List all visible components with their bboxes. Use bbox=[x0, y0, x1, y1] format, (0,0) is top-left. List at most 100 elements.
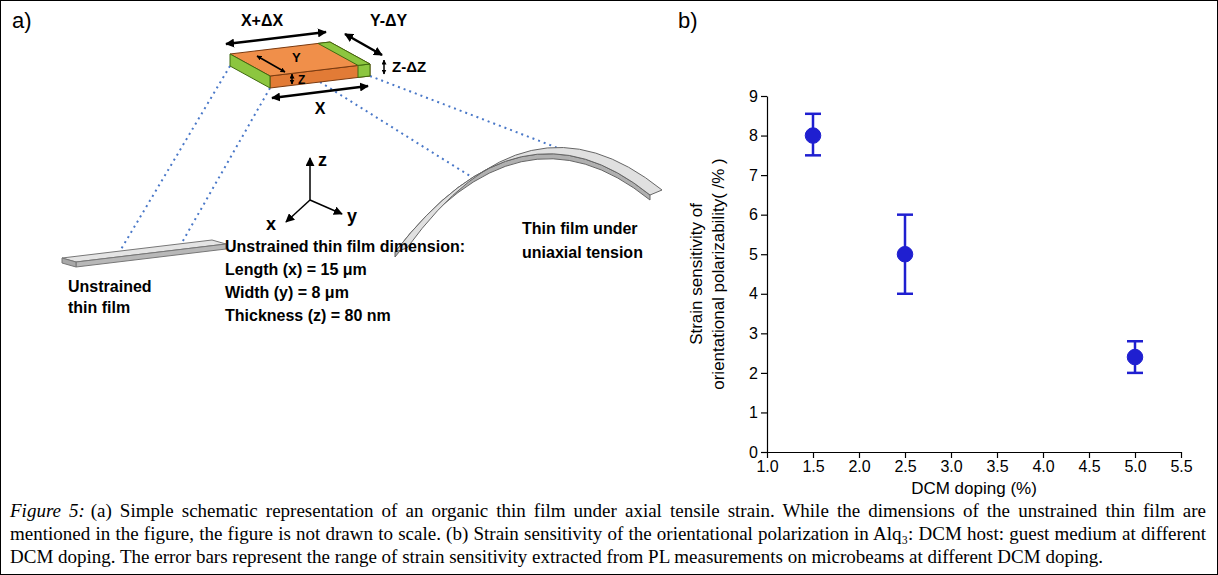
axis-letter: x bbox=[266, 214, 276, 234]
tick-label: 6 bbox=[749, 206, 758, 223]
dimension-arrow bbox=[226, 32, 326, 44]
tick-mark bbox=[1181, 452, 1182, 458]
tick-label: 2.5 bbox=[894, 458, 916, 475]
error-bar bbox=[805, 114, 821, 156]
caption-text: (a) Simple schematic representation of a… bbox=[10, 500, 1206, 567]
tick-mark bbox=[859, 452, 860, 458]
dimension-line: Thickness (z) = 80 nm bbox=[225, 307, 391, 324]
dimension-label: Z bbox=[298, 73, 305, 87]
x-axis-title: DCM doping (%) bbox=[911, 479, 1037, 498]
tick-label: 1.5 bbox=[802, 458, 824, 475]
tick-label: 3.0 bbox=[940, 458, 962, 475]
tick-label: 0 bbox=[749, 444, 758, 461]
tick: 3.5 bbox=[986, 452, 1008, 475]
tick-mark bbox=[761, 96, 767, 97]
box-end-right-top bbox=[318, 42, 370, 65]
y-axis-title: orientational polarizability( /% ) bbox=[709, 158, 728, 390]
tick-mark bbox=[761, 294, 767, 295]
tick: 1.0 bbox=[756, 452, 778, 475]
axis-line bbox=[767, 97, 768, 453]
plot-marks bbox=[805, 114, 1143, 373]
dimension-title: Unstrained thin film dimension: bbox=[225, 238, 465, 255]
panel-label: a) bbox=[12, 8, 32, 33]
tick: 6 bbox=[749, 206, 767, 223]
tick: 7 bbox=[749, 167, 767, 184]
dimension-arrow bbox=[345, 34, 382, 55]
error-bar bbox=[1127, 341, 1143, 373]
axis-line bbox=[768, 452, 1182, 453]
tick-label: 7 bbox=[749, 167, 758, 184]
axis-letter: y bbox=[347, 206, 357, 226]
error-bar-cap bbox=[897, 213, 913, 216]
error-bar-cap bbox=[805, 113, 821, 116]
dimension-label: Z-ΔZ bbox=[392, 58, 426, 75]
dimension-line: Width (y) = 8 μm bbox=[225, 284, 349, 301]
tick-label: 2 bbox=[749, 365, 758, 382]
tick-mark bbox=[997, 452, 998, 458]
y-axis-title: Strain sensitivity of bbox=[687, 203, 706, 345]
tick: 2.0 bbox=[848, 452, 870, 475]
tick-label: 5.0 bbox=[1124, 458, 1146, 475]
tick-label: 1.0 bbox=[756, 458, 778, 475]
tick: 4 bbox=[749, 285, 767, 302]
tick-mark bbox=[905, 452, 906, 458]
figure-frame bbox=[1, 1, 1218, 575]
tick-mark bbox=[1043, 452, 1044, 458]
projection-line bbox=[120, 66, 230, 251]
tick-label: 2.0 bbox=[848, 458, 870, 475]
caption: Figure 5:(a) Simple schematic representa… bbox=[10, 500, 1206, 568]
tick: 8 bbox=[749, 127, 767, 144]
tick-mark bbox=[761, 215, 767, 216]
strained-film-top bbox=[395, 147, 662, 252]
panel-b: 1.01.52.02.53.03.54.04.55.05.50123456789… bbox=[678, 8, 1193, 498]
box-end-left bbox=[230, 54, 270, 88]
tick: 2 bbox=[749, 365, 767, 382]
data-point bbox=[805, 128, 821, 144]
tick-label: 4 bbox=[749, 285, 758, 302]
tick-mark bbox=[761, 135, 767, 136]
tick: 3.0 bbox=[940, 452, 962, 475]
x-axis: 1.01.52.02.53.03.54.04.55.05.5 bbox=[756, 452, 1192, 475]
tick-mark bbox=[761, 254, 767, 255]
tick-mark bbox=[813, 452, 814, 458]
tick-mark bbox=[761, 175, 767, 176]
tick-label: 3.5 bbox=[986, 458, 1008, 475]
tick-mark bbox=[767, 452, 768, 458]
dimension-arrow bbox=[291, 74, 293, 84]
caption-label: Figure 5: bbox=[10, 500, 85, 521]
dimension-arrow bbox=[272, 86, 368, 98]
tick-label: 4.5 bbox=[1078, 458, 1100, 475]
film-label: Unstrained bbox=[68, 278, 152, 295]
data-point bbox=[1127, 349, 1143, 365]
dimension-label: Y-ΔY bbox=[370, 12, 408, 29]
unstrained-film-end bbox=[62, 258, 76, 267]
box-end-right-front bbox=[358, 64, 370, 77]
dimension-arrow bbox=[257, 56, 285, 72]
tick: 9 bbox=[749, 88, 767, 105]
unstrained-film-side bbox=[76, 244, 226, 267]
tick: 4.5 bbox=[1078, 452, 1100, 475]
tick-label: 9 bbox=[749, 88, 758, 105]
tick: 5.5 bbox=[1170, 452, 1192, 475]
tick-label: 1 bbox=[749, 404, 758, 421]
tick-mark bbox=[951, 452, 952, 458]
tick: 1 bbox=[749, 404, 767, 421]
tick-label: 8 bbox=[749, 127, 758, 144]
axis-letter: z bbox=[318, 150, 327, 170]
tick-mark bbox=[1089, 452, 1090, 458]
tick-mark bbox=[761, 412, 767, 413]
axis-arrow bbox=[310, 200, 342, 214]
tick-mark bbox=[1135, 452, 1136, 458]
panel-label: b) bbox=[678, 8, 698, 33]
tick: 3 bbox=[749, 325, 767, 342]
tick: 1.5 bbox=[802, 452, 824, 475]
error-bar-cap bbox=[805, 154, 821, 157]
film-label: thin film bbox=[68, 299, 130, 316]
dimension-label: X+ΔX bbox=[241, 12, 284, 29]
projection-line bbox=[180, 88, 270, 246]
tick-mark bbox=[761, 452, 767, 453]
figure-container: a)X+ΔXY-ΔYYZZ-ΔZXzxyUnstrainedthin filmT… bbox=[0, 0, 1218, 575]
dimension-label: Y bbox=[292, 50, 301, 65]
data-point bbox=[897, 246, 913, 262]
tick-label: 3 bbox=[749, 325, 758, 342]
